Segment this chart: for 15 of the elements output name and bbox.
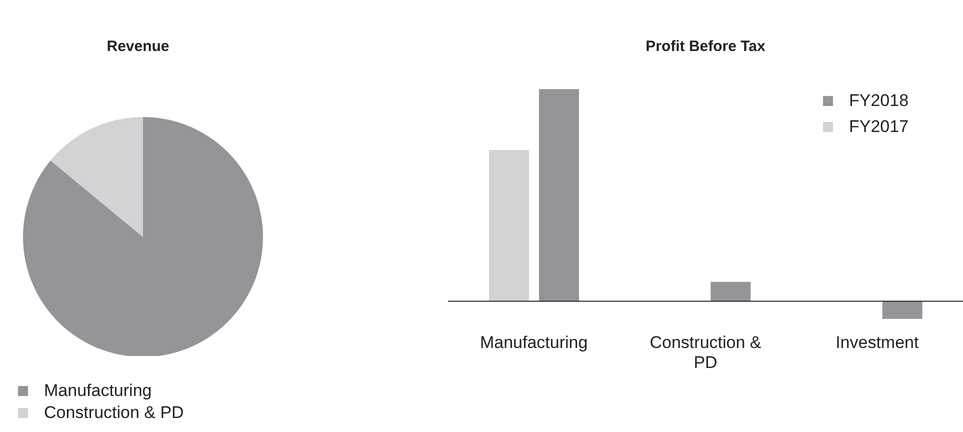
pie-slice <box>50 117 143 237</box>
bar <box>489 150 529 302</box>
pie-slice <box>23 117 263 356</box>
bar <box>539 89 579 302</box>
legend-label: Manufacturing <box>43 380 153 402</box>
bar <box>882 301 922 319</box>
legend-label: FY2018 <box>848 90 910 112</box>
legend-label: Construction & PD <box>43 402 184 424</box>
x-tick-label: Construction & PD <box>650 333 762 372</box>
chart-title: Profit Before Tax <box>644 38 766 55</box>
x-tick-label: Investment <box>836 333 920 352</box>
legend-label: FY2017 <box>848 116 910 138</box>
bar <box>710 282 751 302</box>
chart-title: Revenue <box>106 38 170 55</box>
x-tick-label: Manufacturing <box>480 333 588 352</box>
